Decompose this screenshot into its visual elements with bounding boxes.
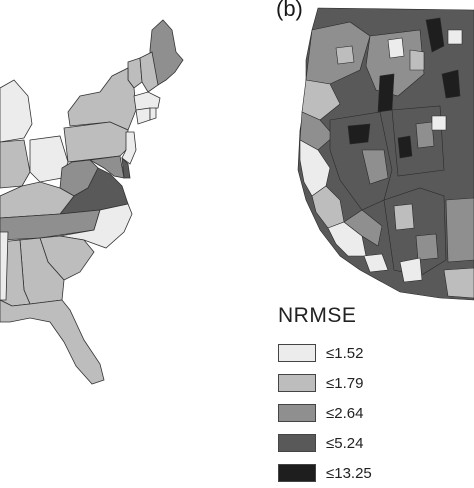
legend-label: ≤1.79 — [326, 374, 364, 392]
state-connecticut — [135, 107, 151, 125]
legend-item: ≤13.25 — [278, 458, 474, 488]
state-indiana — [0, 139, 31, 189]
county-region — [361, 149, 389, 185]
county-region — [393, 203, 415, 231]
legend-swatch — [278, 464, 316, 482]
state-mississippi — [0, 231, 9, 301]
map-legend: NRMSE ≤1.52 ≤1.79 ≤2.64 ≤5.24 ≤13.25 — [278, 304, 474, 488]
county-region — [443, 267, 474, 299]
legend-label: ≤13.25 — [326, 464, 372, 482]
county-region — [425, 17, 445, 53]
legend-item: ≤2.64 — [278, 398, 474, 428]
county-region — [415, 121, 435, 149]
state-delaware — [121, 156, 131, 179]
county-region — [399, 257, 423, 283]
county-region — [335, 45, 355, 65]
eastern-us-map — [0, 19, 184, 385]
county-region — [343, 209, 383, 247]
legend-item: ≤1.52 — [278, 338, 474, 368]
panel-label: (b) — [276, 0, 303, 21]
legend-item: ≤1.79 — [278, 368, 474, 398]
county-region — [431, 115, 447, 131]
state-new-york — [67, 67, 137, 131]
legend-label: ≤2.64 — [326, 404, 364, 422]
state-michigan — [0, 79, 33, 143]
legend-swatch — [278, 434, 316, 452]
state-massachusetts — [133, 91, 161, 111]
legend-label: ≤5.24 — [326, 434, 364, 452]
state-maryland — [88, 155, 125, 179]
legend-swatch — [278, 374, 316, 392]
county-region — [301, 79, 341, 121]
western-us-map — [297, 7, 474, 301]
county-region — [329, 111, 393, 211]
county-region — [397, 135, 413, 159]
legend-swatch — [278, 344, 316, 362]
county-region — [377, 73, 395, 113]
county-region — [387, 37, 405, 59]
county-region — [445, 197, 474, 263]
state-florida — [0, 299, 105, 385]
county-region — [299, 111, 335, 151]
county-region — [415, 233, 439, 261]
state-new-jersey — [121, 131, 137, 165]
county-region — [347, 123, 371, 145]
county-region — [363, 253, 389, 273]
county-region — [441, 69, 461, 99]
legend-swatch — [278, 404, 316, 422]
legend-label: ≤1.52 — [326, 344, 364, 362]
map-canvas — [0, 7, 474, 385]
county-region — [447, 29, 463, 45]
county-region — [409, 49, 425, 71]
legend-item: ≤5.24 — [278, 428, 474, 458]
state-new-hampshire — [139, 51, 159, 93]
state-rhode-island — [149, 107, 157, 121]
legend-title: NRMSE — [278, 304, 357, 327]
